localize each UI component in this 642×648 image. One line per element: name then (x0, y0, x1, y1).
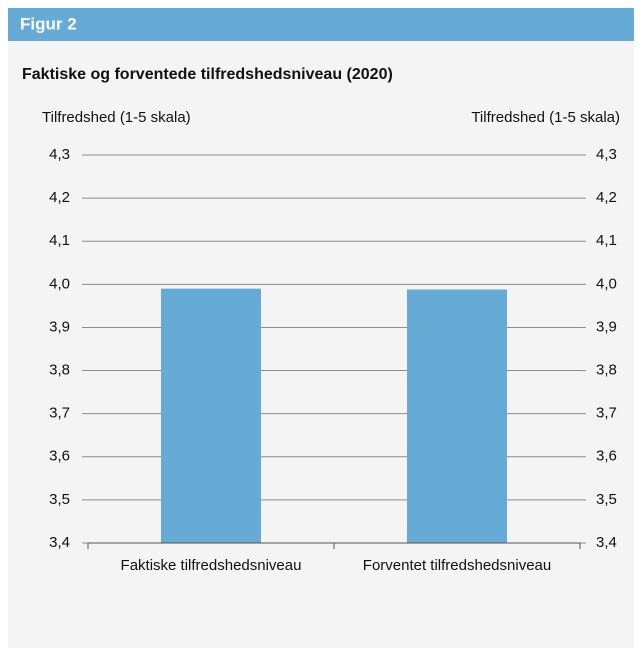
y2-axis-label: Tilfredshed (1-5 skala) (471, 109, 620, 126)
y2-tick-label: 3,5 (596, 491, 617, 508)
x-tick-label: Forventet tilfredshedsniveau (363, 557, 551, 574)
y-tick-label: 3,7 (49, 405, 70, 422)
header: Figur 2 (20, 14, 77, 33)
y2-tick-label: 3,4 (596, 534, 617, 551)
panel (8, 8, 634, 648)
y-tick-label: 3,9 (49, 318, 70, 335)
y-tick-label: 3,6 (49, 448, 70, 465)
y2-tick-label: 4,3 (596, 146, 617, 163)
y-tick-label: 4,1 (49, 232, 70, 249)
y-tick-label: 4,3 (49, 146, 70, 163)
y-tick-label: 3,4 (49, 534, 70, 551)
y-tick-label: 3,5 (49, 491, 70, 508)
y2-tick-label: 4,0 (596, 275, 617, 292)
y2-tick-label: 3,7 (596, 405, 617, 422)
bar (407, 289, 507, 543)
y2-tick-label: 4,2 (596, 189, 617, 206)
bar (161, 288, 261, 543)
y-tick-label: 4,2 (49, 189, 70, 206)
y-axis-label: Tilfredshed (1-5 skala) (42, 109, 191, 126)
y2-tick-label: 3,8 (596, 362, 617, 379)
chart-title: Faktiske og forventede tilfredshedsnivea… (22, 66, 393, 83)
y-tick-label: 3,8 (49, 362, 70, 379)
y2-tick-label: 3,9 (596, 318, 617, 335)
x-tick-label: Faktiske tilfredshedsniveau (121, 557, 302, 574)
header-bar (8, 8, 634, 41)
y-tick-label: 4,0 (49, 275, 70, 292)
y2-tick-label: 3,6 (596, 448, 617, 465)
y2-tick-label: 4,1 (596, 232, 617, 249)
